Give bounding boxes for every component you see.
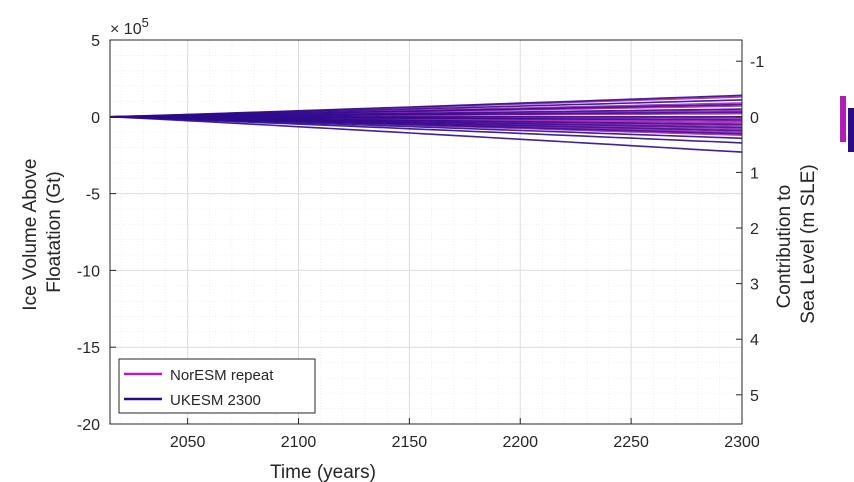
y-tick-label: -20	[77, 417, 100, 434]
right-tick-label: 0	[750, 110, 759, 127]
legend-label-noresm: NorESM repeat	[170, 367, 274, 384]
right-tick-label: 3	[750, 277, 759, 294]
x-tick-label: 2050	[170, 434, 206, 451]
colorbar	[840, 96, 854, 152]
legend: NorESM repeat UKESM 2300	[118, 358, 316, 414]
y-axis-label-right: Contribution to Sea Level (m SLE)	[774, 164, 819, 323]
legend-box	[118, 358, 316, 414]
series-line-ukesm	[109, 116, 743, 153]
legend-label-ukesm: UKESM 2300	[170, 392, 261, 409]
y-axis-label-left: Ice Volume Above Floatation (Gt)	[20, 153, 65, 310]
series-line-ukesm	[109, 116, 743, 144]
right-tick-label: 5	[750, 388, 759, 405]
x-tick-label: 2100	[281, 434, 317, 451]
x-tick-label: 2200	[502, 434, 538, 451]
y-tick-label: -10	[77, 263, 100, 280]
y-tick-label: -5	[86, 187, 100, 204]
ticks: 2050 2100 2150 2200 2250 230050-5-10-15-20-10…	[77, 33, 764, 451]
y-tick-label: 0	[91, 110, 100, 127]
axes-box	[109, 39, 743, 425]
right-tick-label: 1	[750, 165, 759, 182]
x-tick-label: 2150	[392, 434, 428, 451]
right-tick-label: -1	[750, 54, 764, 71]
y-tick-label: 5	[91, 33, 100, 50]
y-tick-label: -15	[77, 340, 100, 357]
series-layer	[109, 94, 743, 153]
colorbar-segment-noresm	[840, 96, 846, 142]
x-axis-label: Time (years)	[270, 462, 376, 482]
x-tick-label: 2250	[613, 434, 649, 451]
y-axis-exponent: × 105	[110, 15, 149, 38]
right-tick-label: 4	[750, 332, 759, 349]
right-tick-label: 2	[750, 221, 759, 238]
colorbar-segment-ukesm	[848, 108, 854, 152]
x-tick-label: 2300	[724, 434, 760, 451]
